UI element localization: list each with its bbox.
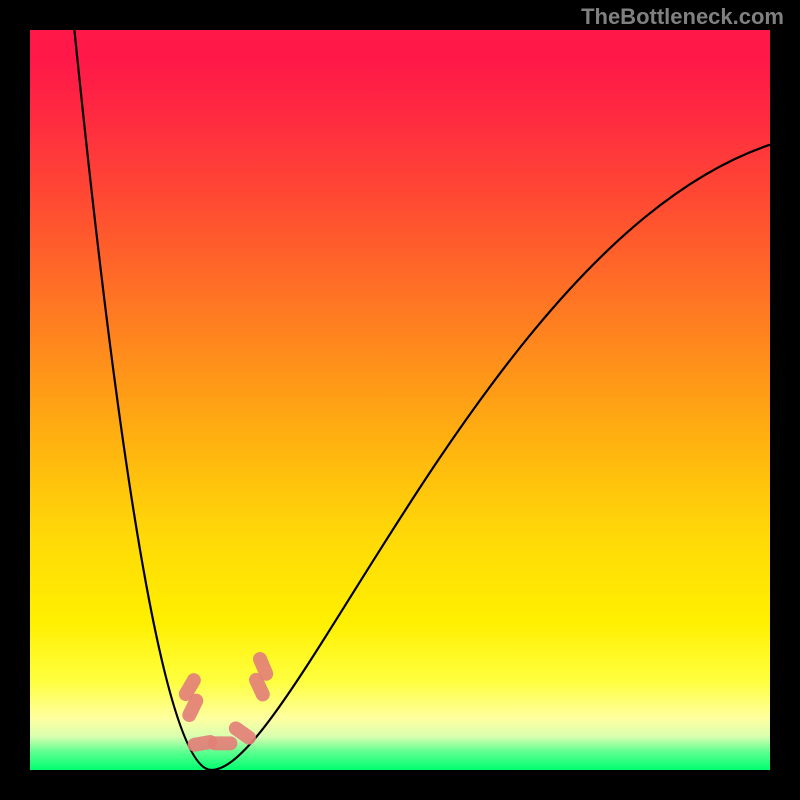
plot-background (30, 30, 770, 770)
marker-3 (207, 736, 237, 750)
bottleneck-chart (0, 0, 800, 800)
chart-root: { "watermark": "TheBottleneck.com", "can… (0, 0, 800, 800)
watermark-text: TheBottleneck.com (581, 4, 784, 30)
